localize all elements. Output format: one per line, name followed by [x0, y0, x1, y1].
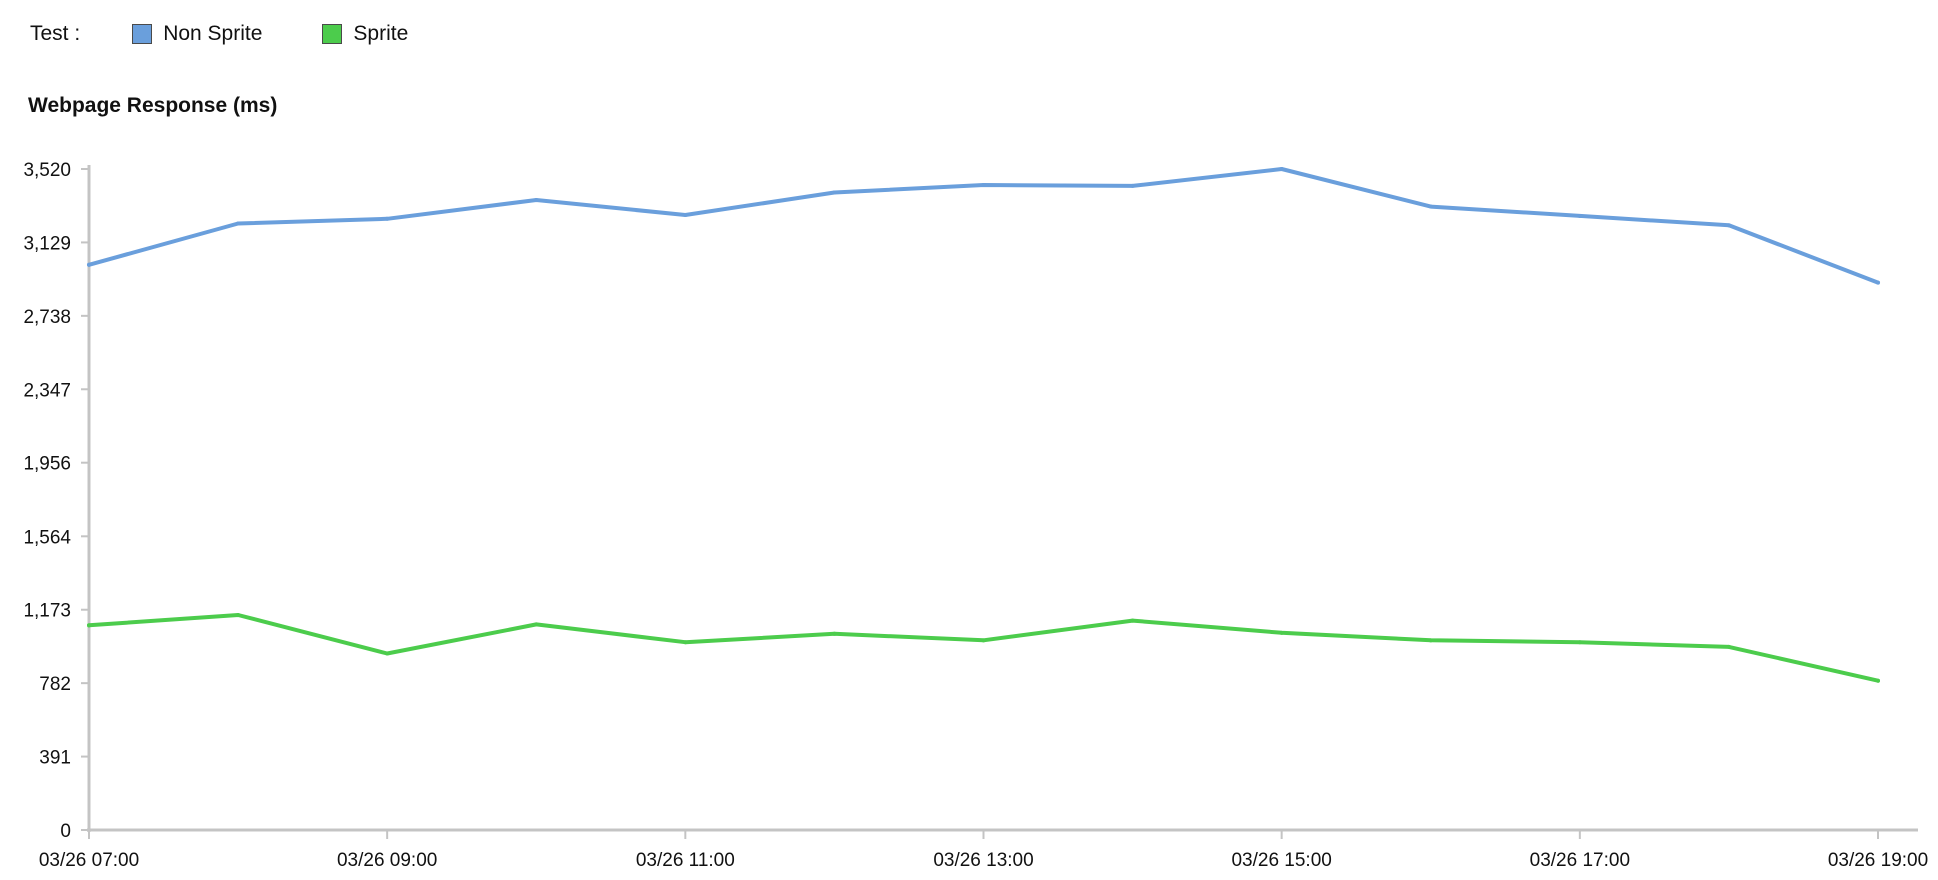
data-point-non-sprite[interactable]: [534, 197, 539, 202]
y-tick-label: 1,956: [23, 454, 71, 475]
data-point-non-sprite[interactable]: [1428, 204, 1433, 209]
data-point-sprite[interactable]: [1130, 618, 1135, 623]
data-point-sprite[interactable]: [981, 638, 986, 643]
data-point-non-sprite[interactable]: [87, 262, 91, 267]
legend-label-sprite: Sprite: [353, 22, 409, 45]
y-tick-label: 391: [39, 748, 71, 769]
data-point-sprite[interactable]: [1428, 638, 1433, 643]
y-tick-label: 3,129: [23, 233, 71, 254]
x-tick-label: 03/26 11:00: [636, 850, 735, 871]
y-tick-label: 0: [60, 821, 71, 842]
y-tick-label: 2,738: [23, 307, 71, 328]
x-tick-label: 03/26 17:00: [1530, 850, 1630, 871]
legend-item-sprite[interactable]: Sprite: [322, 22, 408, 46]
data-point-sprite[interactable]: [1876, 678, 1880, 683]
legend-label-non-sprite: Non Sprite: [163, 22, 263, 45]
x-tick-label: 03/26 15:00: [1231, 850, 1331, 871]
series-lines: [87, 167, 1880, 683]
x-tick-label: 03/26 13:00: [933, 850, 1033, 871]
x-tick-label: 03/26 07:00: [39, 850, 139, 871]
legend-swatch-sprite: [322, 24, 343, 44]
data-point-sprite[interactable]: [534, 622, 539, 627]
legend: Test : Non Sprite Sprite: [30, 20, 468, 48]
x-tick-label: 03/26 09:00: [337, 850, 437, 871]
data-point-sprite[interactable]: [236, 612, 241, 617]
data-point-sprite[interactable]: [1279, 630, 1284, 635]
data-point-non-sprite[interactable]: [981, 182, 986, 187]
data-point-non-sprite[interactable]: [683, 213, 688, 218]
data-point-non-sprite[interactable]: [236, 221, 241, 226]
data-point-sprite[interactable]: [683, 640, 688, 645]
data-point-non-sprite[interactable]: [1279, 167, 1284, 171]
data-point-sprite[interactable]: [385, 651, 390, 656]
data-point-non-sprite[interactable]: [1130, 183, 1135, 188]
y-tick-label: 2,347: [23, 380, 71, 401]
legend-title: Test :: [30, 22, 81, 45]
legend-item-non-sprite[interactable]: Non Sprite: [132, 22, 262, 46]
y-axis: 0 391 782 1,173 1,564 1,956 2,347 2,738 3,129 3,5…: [23, 160, 91, 842]
data-point-sprite[interactable]: [1577, 640, 1582, 645]
series-line-sprite[interactable]: [87, 613, 1880, 683]
y-tick-label: 782: [39, 674, 71, 695]
data-point-non-sprite[interactable]: [385, 216, 390, 221]
data-point-sprite[interactable]: [832, 631, 837, 636]
data-point-non-sprite[interactable]: [1876, 280, 1880, 285]
chart-title: Webpage Response (ms): [28, 94, 278, 117]
y-tick-label: 3,520: [23, 160, 71, 181]
y-tick-label: 1,173: [23, 601, 71, 622]
x-axis: 03/26 07:00 03/26 09:00 03/26 11:00 03/26 1…: [39, 828, 1928, 871]
data-point-sprite[interactable]: [1726, 644, 1731, 649]
data-point-sprite[interactable]: [87, 623, 91, 628]
data-point-non-sprite[interactable]: [832, 190, 837, 195]
data-point-non-sprite[interactable]: [1577, 213, 1582, 218]
legend-swatch-non-sprite: [132, 24, 153, 44]
x-tick-label: 03/26 19:00: [1828, 850, 1928, 871]
data-point-non-sprite[interactable]: [1726, 223, 1731, 228]
y-tick-label: 1,564: [23, 527, 71, 548]
